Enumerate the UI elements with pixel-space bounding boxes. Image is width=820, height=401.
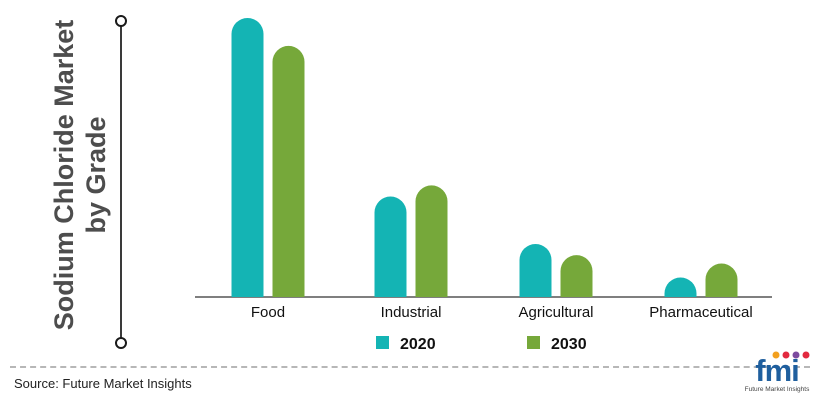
bars-group	[231, 18, 738, 298]
legend-label-2030: 2030	[551, 336, 587, 353]
legend-swatch-2020	[376, 336, 389, 349]
x-tick-label-food: Food	[251, 304, 285, 321]
bar-agricultural-2030	[560, 255, 593, 297]
bar-food-2030	[272, 45, 305, 298]
rail-top-marker	[115, 15, 127, 27]
x-tick-labels: Food Industrial Agricultural Pharmaceutical	[251, 304, 753, 321]
bar-agricultural-2020	[519, 243, 552, 297]
logo-dot	[772, 351, 780, 359]
footer-divider	[10, 366, 810, 368]
source-note: Source: Future Market Insights	[14, 376, 192, 391]
bar-pharmaceutical-2030	[705, 263, 738, 297]
bar-industrial-2030	[415, 185, 448, 297]
logo-dot	[802, 351, 810, 359]
logo-dots-icon	[772, 351, 810, 359]
fmi-logo: fmi Future Market Insights	[740, 350, 814, 396]
logo-dot	[782, 351, 790, 359]
bar-pharmaceutical-2020	[664, 277, 697, 297]
x-tick-label-industrial: Industrial	[381, 304, 442, 321]
x-tick-label-pharmaceutical: Pharmaceutical	[649, 304, 752, 321]
rail-bottom-marker	[115, 337, 127, 349]
legend-label-2020: 2020	[400, 336, 436, 353]
bar-food-2020	[231, 18, 264, 297]
logo-dot	[792, 351, 800, 359]
legend: 2020 2030	[376, 336, 587, 353]
logo-subtitle: Future Market Insights	[744, 386, 810, 393]
bar-industrial-2020	[374, 196, 407, 297]
legend-swatch-2030	[527, 336, 540, 349]
x-tick-label-agricultural: Agricultural	[518, 304, 593, 321]
logo-text: fmi	[755, 353, 800, 388]
